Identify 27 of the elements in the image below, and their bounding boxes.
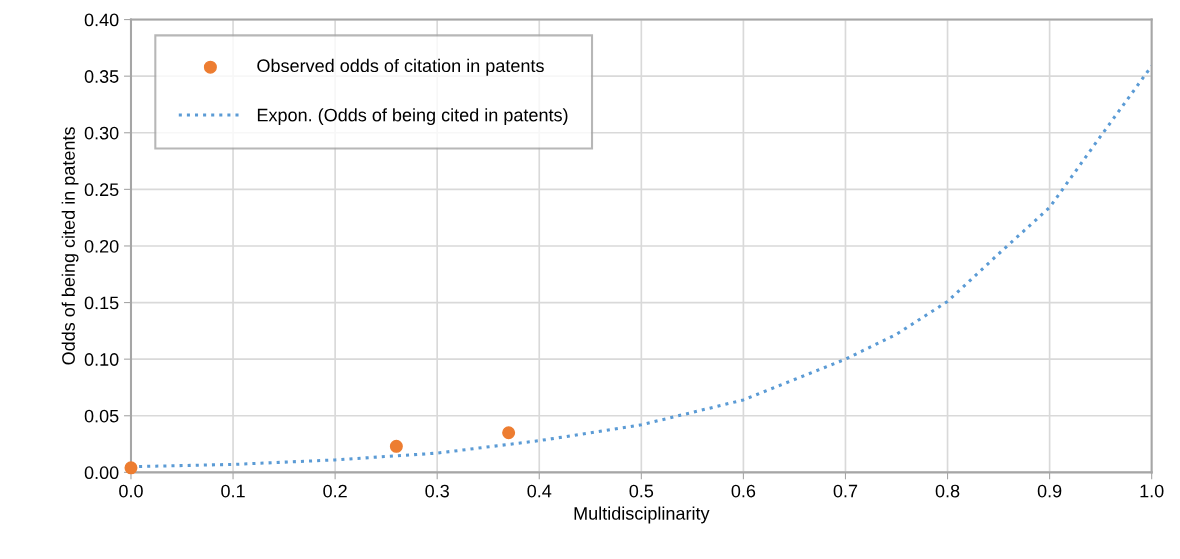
x-tick-label: 0.7 (833, 484, 858, 498)
x-axis-title: Multidisciplinarity (574, 506, 710, 524)
x-tick-label: 0.9 (1037, 484, 1062, 498)
y-tick-label: 0.05 (84, 409, 119, 423)
x-tick-label: 0.6 (731, 484, 756, 498)
point (502, 426, 516, 440)
legend-label: Observed odds of citation in patents (257, 58, 544, 76)
y-tick-label: 0.00 (84, 466, 119, 480)
y-tick-label: 0.35 (84, 70, 119, 83)
x-tick-label: 0.4 (527, 484, 552, 498)
legend-label: Expon. (Odds of being cited in patents) (257, 108, 568, 126)
point (389, 439, 403, 453)
y-tick-label: 0.30 (84, 126, 119, 140)
x-tick-label: 0.3 (425, 484, 449, 498)
x-tick-label: 0.0 (119, 484, 143, 498)
y-axis-title: Odds of being cited in patents (61, 127, 79, 365)
y-tick-label: 0.40 (84, 13, 119, 27)
y-tick-label: 0.15 (84, 296, 119, 310)
x-tick-label: 0.1 (221, 484, 245, 498)
point (124, 461, 138, 475)
y-tick-label: 0.25 (84, 183, 119, 197)
x-tick-label: 0.2 (323, 484, 347, 498)
x-tick-label: 1.0 (1140, 484, 1164, 498)
x-tick-label: 0.5 (629, 484, 654, 498)
y-tick-label: 0.20 (84, 239, 119, 253)
y-tick-label: 0.10 (84, 353, 119, 366)
x-tick-label: 0.8 (935, 484, 960, 498)
